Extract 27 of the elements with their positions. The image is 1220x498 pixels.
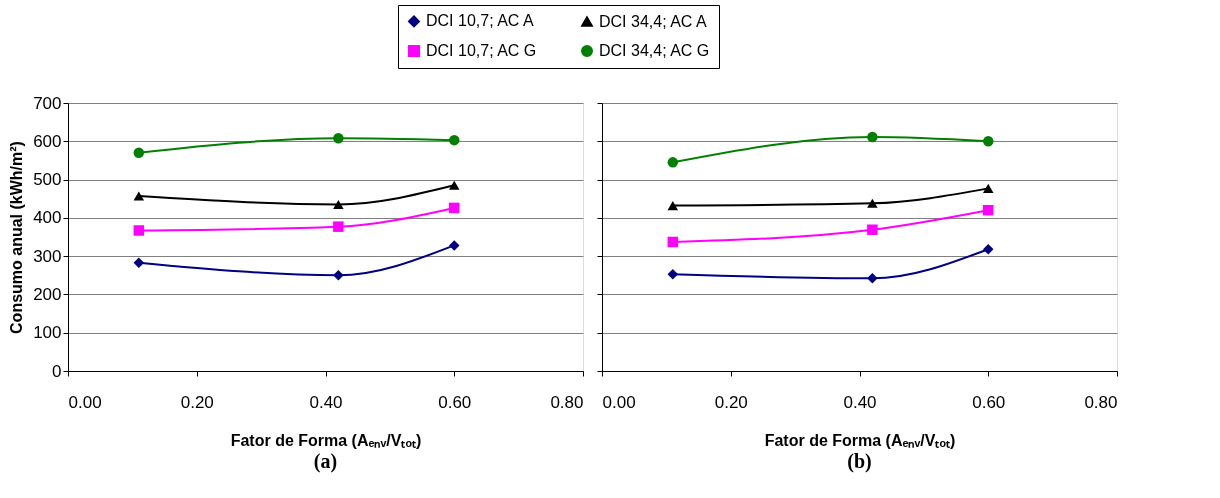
x-tick-label: 0.60 — [972, 392, 1006, 412]
legend-label: DCI 10,7; AC A — [426, 12, 534, 30]
text: (b) — [847, 450, 872, 473]
x-tick-label: 0.20 — [714, 392, 748, 412]
x-tick-label: 0.00 — [68, 392, 102, 412]
y-tick-label: 0 — [52, 361, 62, 381]
x-tick-label: 0.80 — [1084, 392, 1118, 412]
x-tick-label: 0.40 — [309, 392, 343, 412]
legend-label: DCI 10,7; AC G — [426, 42, 537, 59]
x-tick-label: 0.40 — [843, 392, 877, 412]
legend-label: DCI 34,4; AC G — [599, 42, 710, 59]
x-tick-label: 0.80 — [550, 392, 584, 412]
y-tick-label: 500 — [33, 170, 62, 190]
x-tick-label: 0.20 — [180, 392, 214, 412]
y-tick-label: 200 — [33, 284, 62, 304]
y-tick-label: 600 — [33, 131, 62, 151]
y-axis-title: Consumo anual (kWh/m²) — [8, 141, 26, 334]
y-tick-label: 100 — [33, 323, 62, 343]
y-tick-label: 400 — [33, 208, 62, 228]
x-tick-label: 0.60 — [438, 392, 472, 412]
legend-label: DCI 34,4; AC A — [599, 12, 707, 30]
text: (a) — [313, 450, 338, 473]
x-axis-title: Fator de Forma (Aₑₙᵥ/Vₜₒₜ) — [230, 431, 422, 449]
x-axis-title: Fator de Forma (Aₑₙᵥ/Vₜₒₜ) — [764, 431, 956, 449]
y-tick-label: 700 — [33, 93, 62, 113]
x-tick-label: 0.00 — [602, 392, 636, 412]
y-tick-label: 300 — [33, 246, 62, 266]
